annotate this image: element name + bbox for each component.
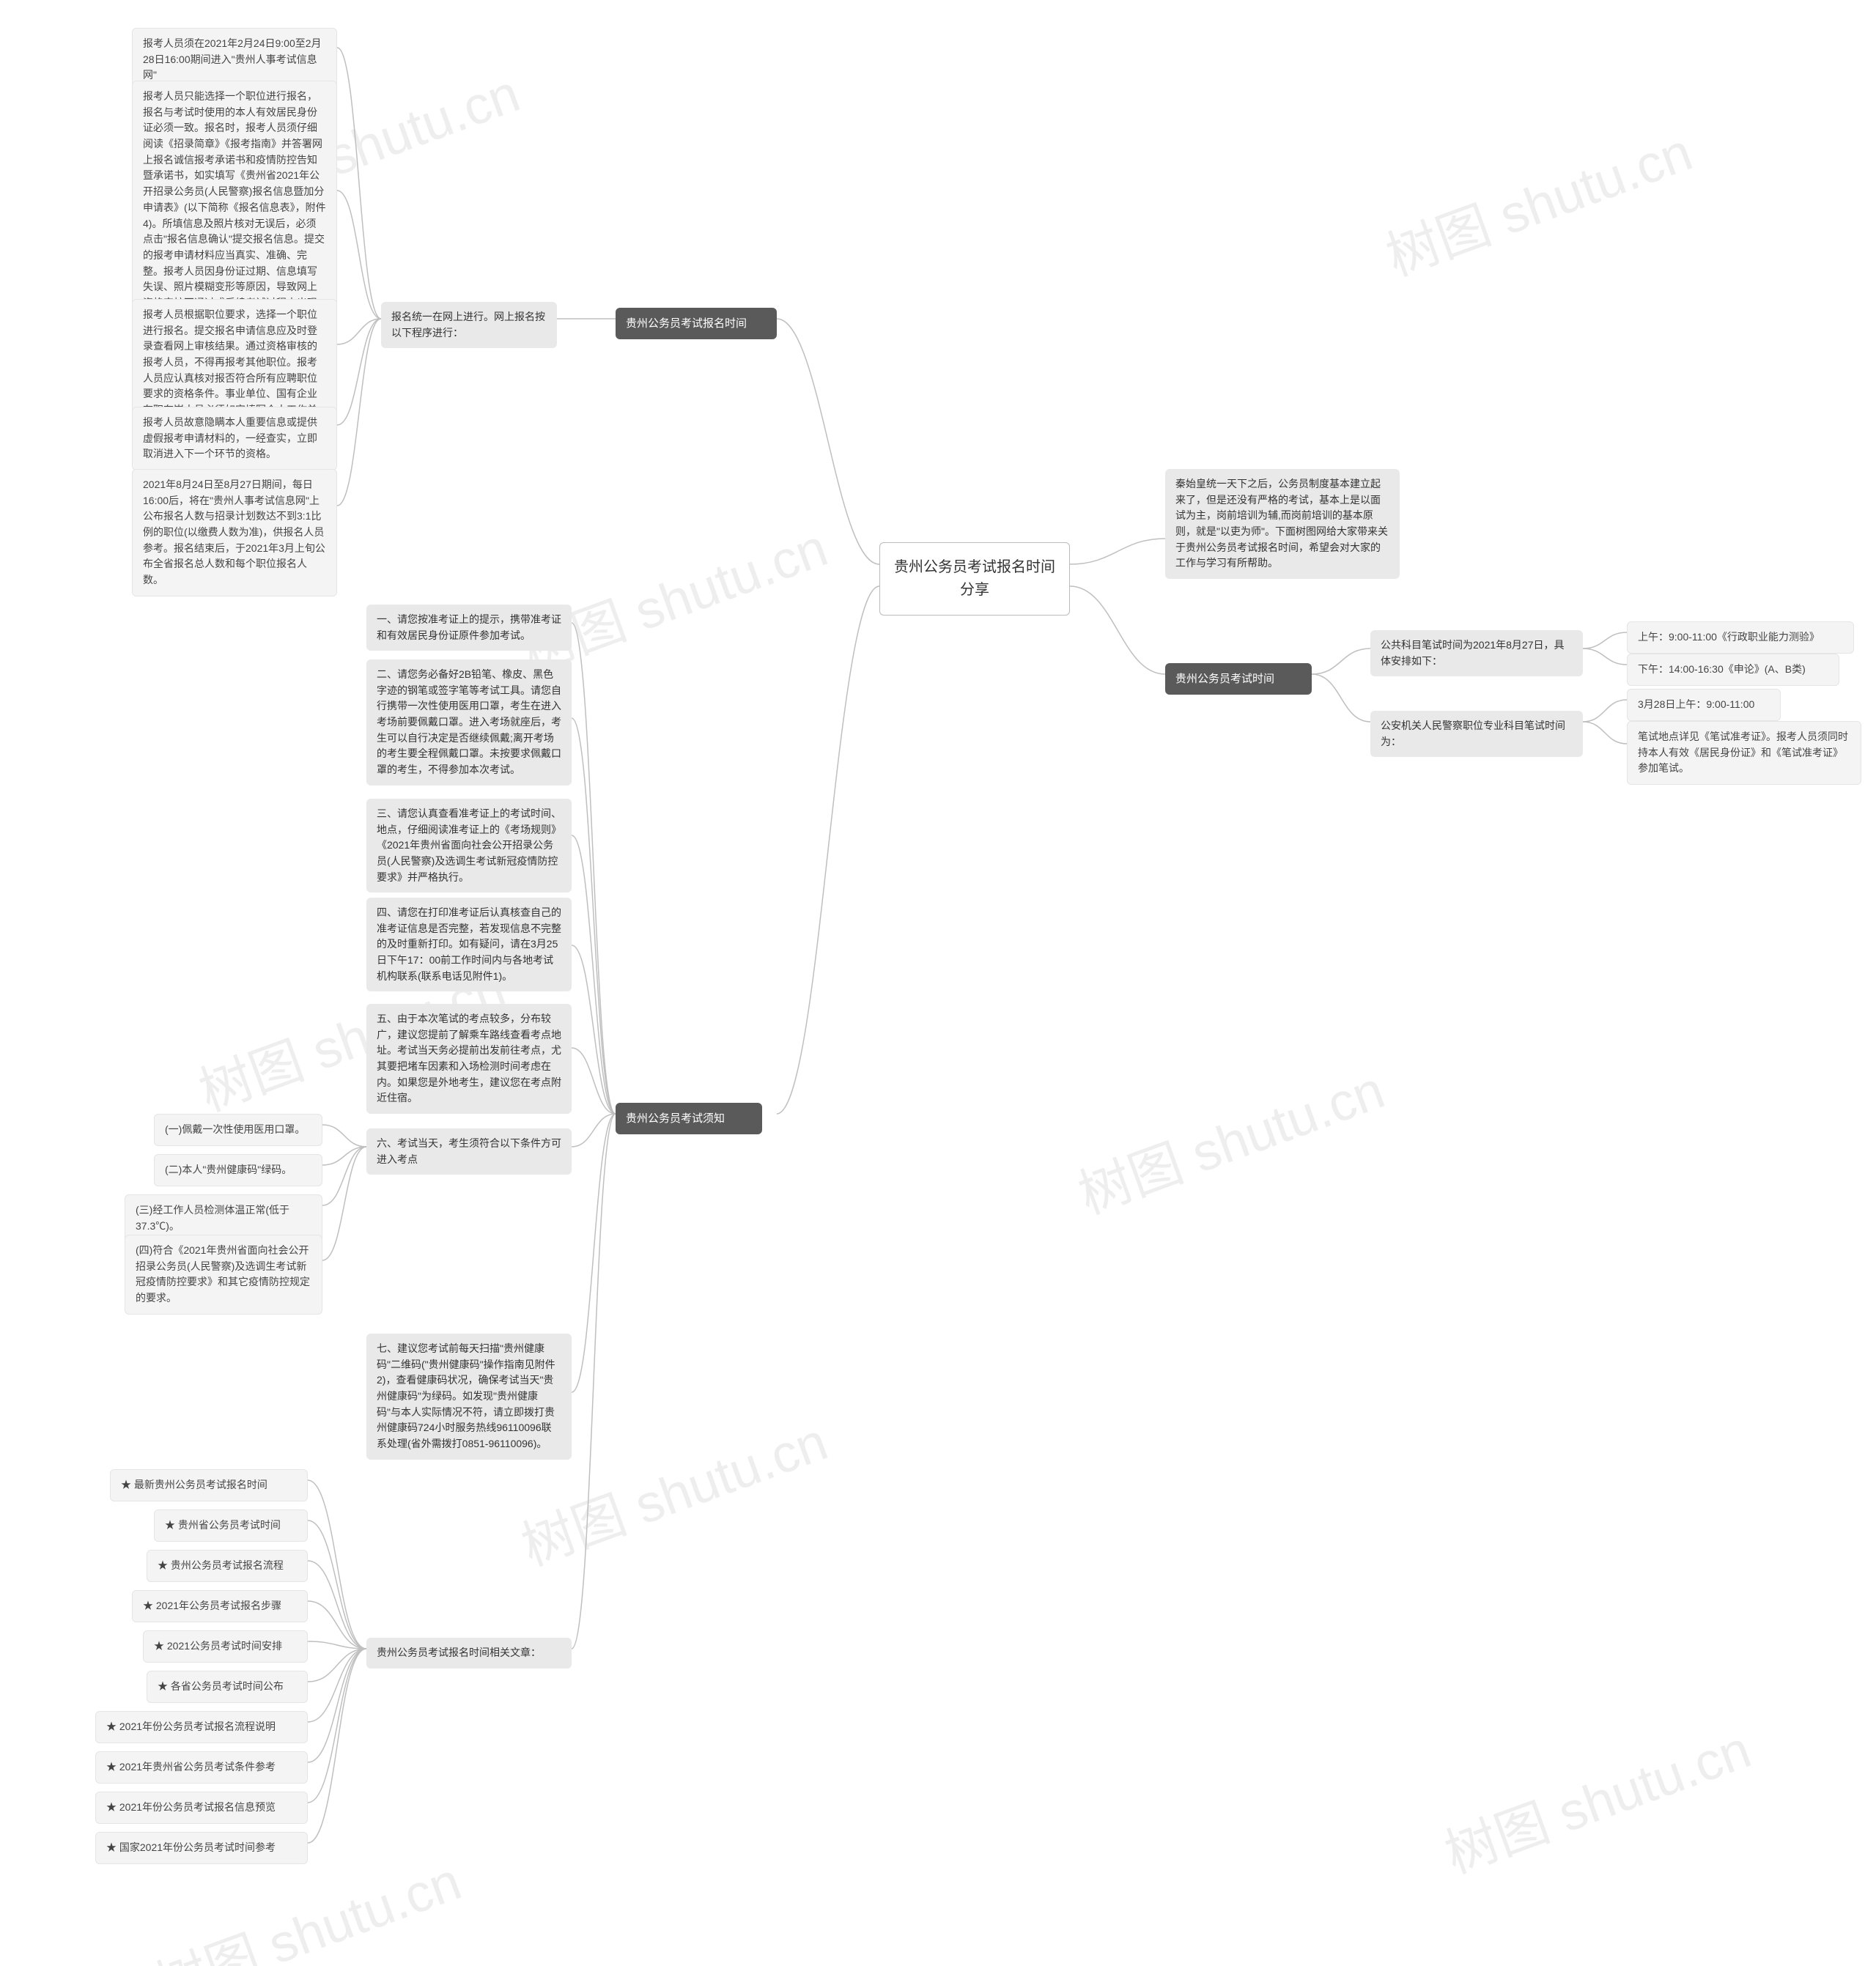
related-3: ★ 2021年公务员考试报名步骤 — [132, 1590, 308, 1622]
related-5: ★ 各省公务员考试时间公布 — [147, 1671, 308, 1703]
related-1: ★ 贵州省公务员考试时间 — [154, 1509, 308, 1542]
notice-3: 三、请您认真查看准考证上的考试时间、地点，仔细阅读准考证上的《考场规则》《202… — [366, 799, 572, 893]
notice-6a: (一)佩戴一次性使用医用口罩。 — [154, 1114, 322, 1146]
notice-5: 五、由于本次笔试的考点较多，分布较广，建议您提前了解乘车路线查看考点地址。考试当… — [366, 1004, 572, 1114]
notice-1: 一、请您按准考证上的提示，携带准考证和有效居民身份证原件参加考试。 — [366, 605, 572, 651]
notice-2: 二、请您务必备好2B铅笔、橡皮、黑色字迹的钢笔或签字笔等考试工具。请您自行携带一… — [366, 659, 572, 786]
branch-notice: 贵州公务员考试须知 — [616, 1103, 762, 1134]
exam-public-pm: 下午：14:00-16:30《申论》(A、B类) — [1627, 654, 1839, 686]
intro-text: 秦始皇统一天下之后，公务员制度基本建立起来了，但是还没有严格的考试，基本上是以面… — [1165, 469, 1400, 579]
exam-police-note: 笔试地点详见《笔试准考证》。报考人员须同时持本人有效《居民身份证》和《笔试准考证… — [1627, 721, 1861, 785]
branch-exam-time: 贵州公务员考试时间 — [1165, 663, 1312, 695]
watermark: 树图 shutu.cn — [1374, 109, 1701, 291]
related-title: 贵州公务员考试报名时间相关文章： — [366, 1638, 572, 1668]
related-2: ★ 贵州公务员考试报名流程 — [147, 1550, 308, 1582]
notice-7: 七、建议您考试前每天扫描"贵州健康码"二维码("贵州健康码"操作指南见附件2)，… — [366, 1334, 572, 1460]
watermark: 树图 shutu.cn — [1433, 1707, 1759, 1888]
signup-sub: 报名统一在网上进行。网上报名按以下程序进行： — [381, 302, 557, 348]
branch-signup-time: 贵州公务员考试报名时间 — [616, 308, 777, 339]
root-node: 贵州公务员考试报名时间分享 — [879, 542, 1070, 616]
signup-d4: 报考人员故意隐瞒本人重要信息或提供虚假报考申请材料的，一经查实，立即取消进入下一… — [132, 407, 337, 470]
notice-6d: (四)符合《2021年贵州省面向社会公开招录公务员(人民警察)及选调生考试新冠疫… — [125, 1235, 322, 1315]
related-9: ★ 国家2021年份公务员考试时间参考 — [95, 1832, 308, 1864]
notice-4: 四、请您在打印准考证后认真核查自己的准考证信息是否完整，若发现信息不完整的及时重… — [366, 898, 572, 991]
notice-6b: (二)本人"贵州健康码"绿码。 — [154, 1154, 322, 1186]
related-6: ★ 2021年份公务员考试报名流程说明 — [95, 1711, 308, 1743]
exam-public: 公共科目笔试时间为2021年8月27日，具体安排如下： — [1370, 630, 1583, 676]
related-4: ★ 2021公务员考试时间安排 — [143, 1630, 308, 1663]
related-0: ★ 最新贵州公务员考试报名时间 — [110, 1469, 308, 1501]
exam-public-am: 上午：9:00-11:00《行政职业能力测验》 — [1627, 621, 1854, 654]
exam-police-time: 3月28日上午：9:00-11:00 — [1627, 689, 1781, 721]
related-7: ★ 2021年贵州省公务员考试条件参考 — [95, 1751, 308, 1784]
signup-d5: 2021年8月24日至8月27日期间，每日16:00后，将在"贵州人事考试信息网… — [132, 469, 337, 596]
notice-6: 六、考试当天，考生须符合以下条件方可进入考点 — [366, 1128, 572, 1175]
related-8: ★ 2021年份公务员考试报名信息预览 — [95, 1792, 308, 1824]
exam-police: 公安机关人民警察职位专业科目笔试时间为： — [1370, 711, 1583, 757]
watermark: 树图 shutu.cn — [1066, 1047, 1393, 1229]
